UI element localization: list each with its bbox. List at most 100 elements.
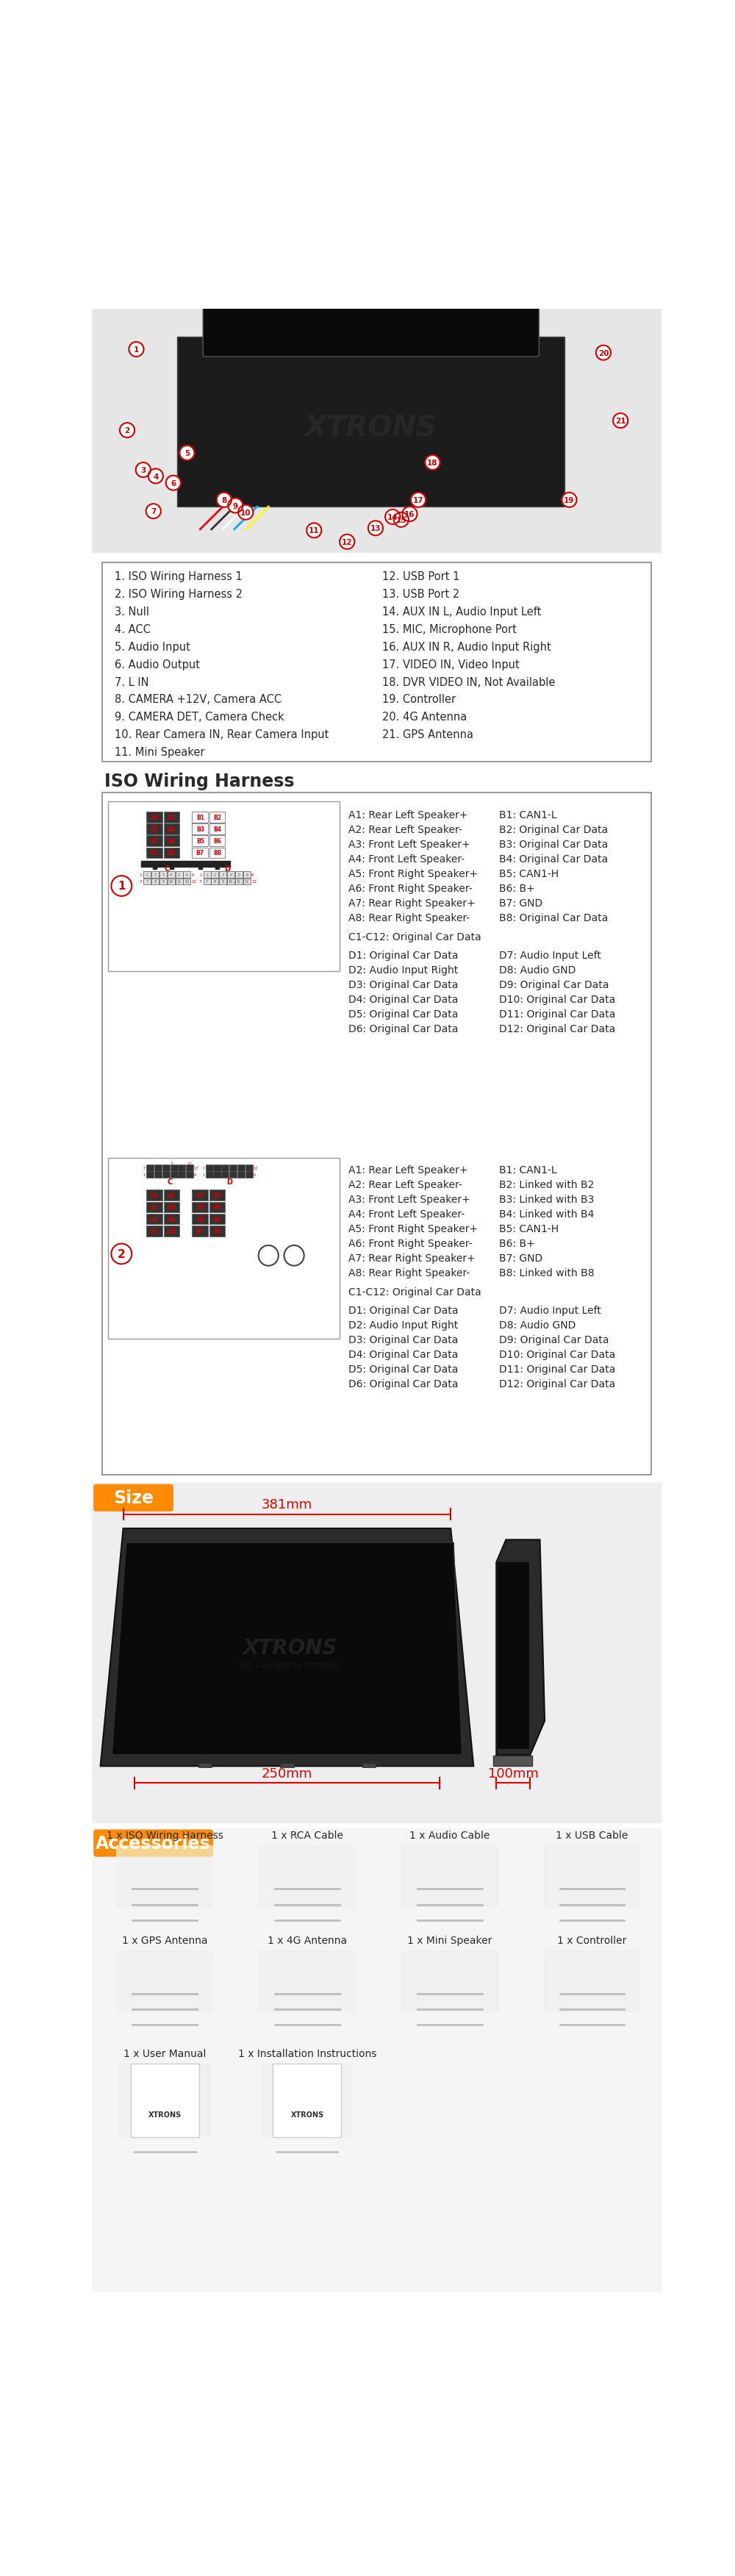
Text: B6: B6 [213, 1216, 221, 1224]
Circle shape [562, 492, 577, 507]
Bar [192, 824, 208, 835]
Text: D6: Original Car Data: D6: Original Car Data [348, 1023, 458, 1033]
Text: 2: 2 [118, 1249, 126, 1260]
Bar [362, 1762, 376, 1767]
Bar [235, 878, 243, 886]
Text: D3: Original Car Data: D3: Original Car Data [348, 979, 458, 989]
Circle shape [340, 536, 354, 549]
Text: A7: Rear Right Speaker+: A7: Rear Right Speaker+ [348, 1252, 475, 1262]
Text: B3: B3 [196, 1203, 204, 1211]
Text: 4. ACC: 4. ACC [115, 623, 151, 634]
Bar [102, 562, 651, 762]
Text: 2: 2 [154, 873, 157, 876]
Bar [108, 1159, 340, 1340]
Bar [243, 878, 251, 886]
Bar [192, 1226, 208, 1236]
Text: A4: Front Left Speaker-: A4: Front Left Speaker- [348, 1208, 465, 1218]
Text: A3: A3 [151, 1203, 159, 1211]
Text: 1 x Mini Speaker: 1 x Mini Speaker [407, 1935, 492, 1945]
Text: |||||  copyright by xtrons||||||: ||||| copyright by xtrons|||||| [240, 1662, 340, 1669]
Circle shape [394, 513, 409, 528]
Text: A5: Front Right Speaker+: A5: Front Right Speaker+ [348, 1224, 478, 1234]
Text: A1: Rear Left Speaker+: A1: Rear Left Speaker+ [348, 809, 467, 819]
Circle shape [166, 477, 181, 492]
Text: A7: A7 [151, 850, 159, 858]
Text: A8: A8 [168, 1229, 176, 1234]
Bar [146, 824, 163, 835]
Bar [146, 811, 162, 822]
Bar [211, 871, 218, 878]
Text: 6: 6 [194, 1172, 196, 1177]
Bar [162, 1172, 170, 1177]
Bar [401, 1950, 498, 2012]
Text: A6: Front Right Speaker-: A6: Front Right Speaker- [348, 884, 472, 894]
Text: 6: 6 [251, 873, 254, 876]
Text: A2: Rear Left Speaker-: A2: Rear Left Speaker- [348, 1180, 462, 1190]
Text: 3: 3 [222, 873, 224, 876]
Text: B3: Original Car Data: B3: Original Car Data [499, 840, 608, 850]
Text: 6: 6 [186, 873, 188, 876]
Text: B7: B7 [196, 850, 204, 858]
Text: D2: Audio Input Right: D2: Audio Input Right [348, 966, 458, 976]
Bar [192, 837, 208, 848]
Bar [209, 811, 225, 822]
Circle shape [411, 492, 426, 507]
Polygon shape [177, 337, 564, 507]
Text: B3: Linked with B3: B3: Linked with B3 [499, 1195, 594, 1206]
Bar [219, 871, 226, 878]
Text: C: C [165, 866, 170, 873]
Bar [146, 848, 162, 858]
Text: 8: 8 [214, 881, 216, 884]
Bar [108, 801, 340, 971]
Text: B8: B8 [213, 1229, 221, 1234]
Bar [229, 1164, 237, 1172]
Text: B4: Linked with B4: B4: Linked with B4 [499, 1208, 594, 1218]
Circle shape [385, 510, 400, 526]
Bar [151, 878, 159, 886]
Text: B4: B4 [213, 1203, 221, 1211]
FancyBboxPatch shape [93, 1829, 213, 1857]
Bar [192, 1190, 208, 1200]
Bar [171, 1164, 178, 1172]
Bar [146, 811, 163, 824]
Text: 19: 19 [564, 497, 575, 505]
Bar [262, 2063, 353, 2138]
Text: D5: Original Car Data: D5: Original Car Data [348, 1363, 458, 1373]
Bar [163, 811, 180, 824]
Circle shape [136, 464, 151, 477]
Bar [237, 1172, 245, 1177]
Text: 14. AUX IN L, Audio Input Left: 14. AUX IN L, Audio Input Left [382, 605, 542, 618]
FancyBboxPatch shape [93, 1829, 213, 1857]
Bar [116, 1950, 213, 2012]
Text: 1 x Audio Cable: 1 x Audio Cable [409, 1829, 490, 1839]
Bar [227, 878, 234, 886]
Text: B1: B1 [196, 814, 204, 822]
Circle shape [368, 520, 383, 536]
Bar [209, 1213, 225, 1224]
Bar [92, 1829, 662, 2293]
Text: XTRONS: XTRONS [290, 2110, 324, 2117]
Text: A2: Rear Left Speaker-: A2: Rear Left Speaker- [348, 824, 462, 835]
Text: 12: 12 [342, 538, 352, 546]
Text: A6: A6 [168, 837, 176, 845]
Text: 100mm: 100mm [488, 1767, 539, 1780]
Bar [171, 1172, 178, 1177]
Text: 10: 10 [240, 510, 251, 518]
Bar [164, 837, 179, 848]
Bar [92, 309, 662, 551]
Text: 13: 13 [370, 526, 381, 533]
Text: D5: Original Car Data: D5: Original Car Data [348, 1010, 458, 1020]
Text: Accessories: Accessories [96, 1834, 211, 1852]
Bar [143, 871, 151, 878]
Text: 1 x Installation Instructions: 1 x Installation Instructions [238, 2048, 376, 2058]
Text: 7: 7 [170, 1162, 173, 1164]
Bar [146, 1203, 162, 1213]
Bar [243, 871, 251, 878]
Text: 8: 8 [221, 497, 226, 505]
Text: 13. USB Port 2: 13. USB Port 2 [382, 590, 460, 600]
Bar [146, 835, 163, 848]
Bar [183, 871, 190, 878]
Text: 5: 5 [237, 873, 240, 876]
Text: 5. Audio Input: 5. Audio Input [115, 641, 190, 652]
Text: 10: 10 [229, 881, 233, 884]
